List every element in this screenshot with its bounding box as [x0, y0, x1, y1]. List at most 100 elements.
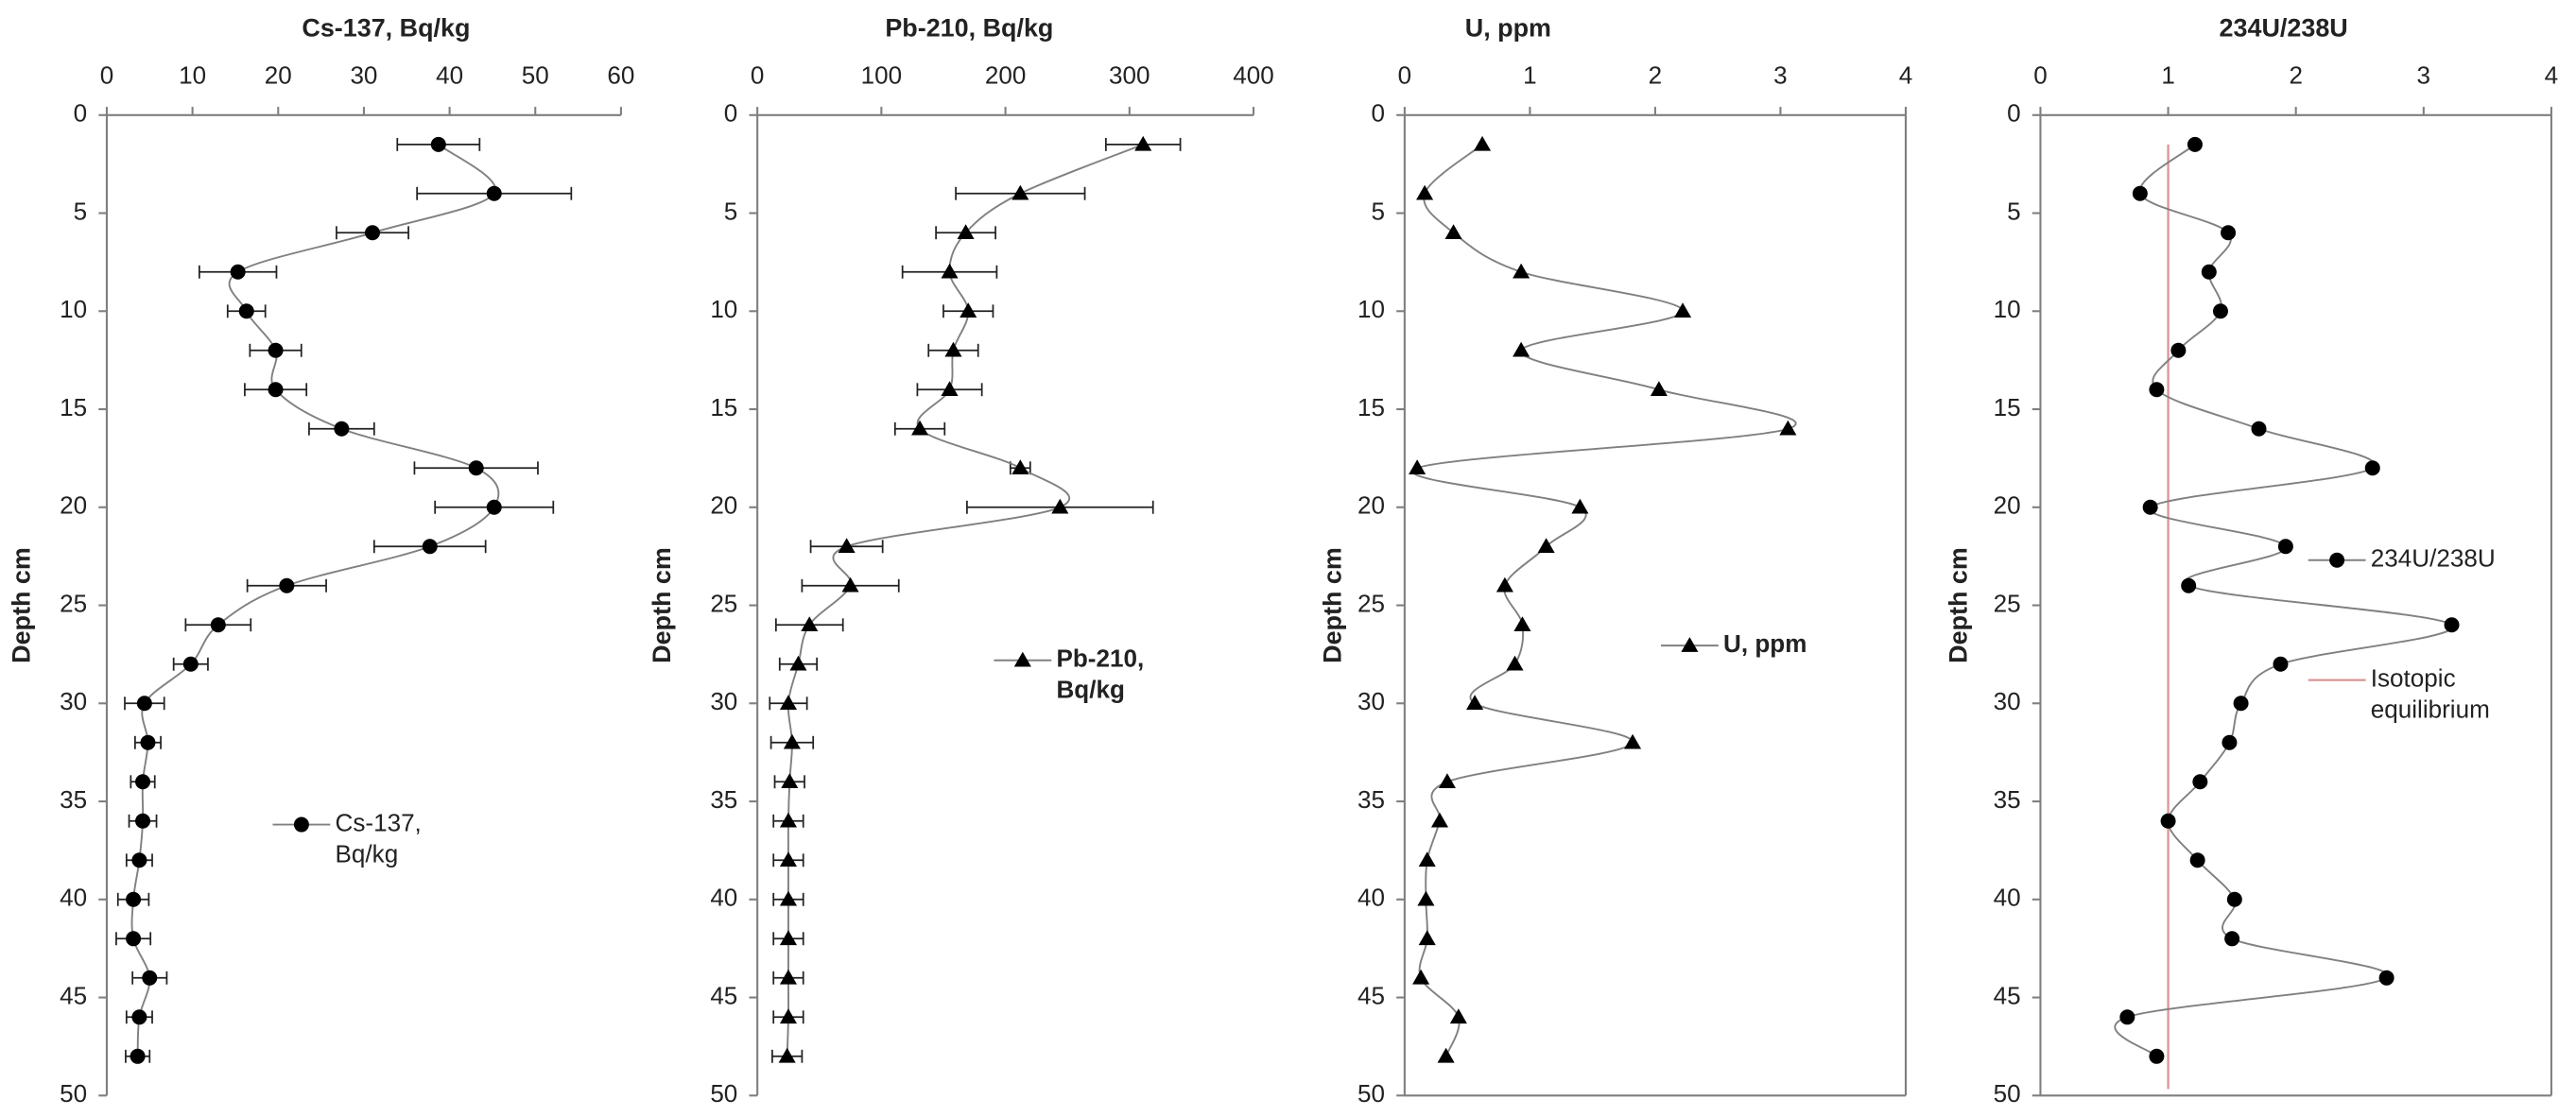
- y-tick-label: 45: [1357, 981, 1385, 1009]
- data-point: [2212, 303, 2228, 319]
- x-tick-label: 100: [861, 61, 902, 90]
- x-tick-label: 400: [1233, 61, 1273, 90]
- chart-title: U, ppm: [1465, 14, 1551, 43]
- data-point: [2187, 136, 2203, 152]
- chart-title: Cs-137, Bq/kg: [302, 14, 470, 43]
- y-tick-label: 40: [1994, 884, 2021, 912]
- data-point: [1674, 302, 1692, 318]
- legend-label-box: Pb-210, Bq/kg: [1056, 645, 1145, 705]
- data-point: [1444, 224, 1462, 240]
- y-tick-label: 35: [1357, 785, 1385, 814]
- data-point: [1438, 773, 1456, 789]
- y-tick-label: 0: [2007, 99, 2021, 128]
- data-point: [1051, 498, 1069, 514]
- x-tick-label: 3: [1773, 61, 1788, 90]
- data-point: [1474, 135, 1492, 151]
- series-line: [1411, 144, 1797, 1057]
- x-tick-label: 0: [1398, 61, 1412, 90]
- y-tick-label: 30: [60, 687, 87, 715]
- data-point: [2226, 891, 2242, 907]
- data-point: [841, 576, 859, 593]
- data-point: [1506, 655, 1524, 671]
- data-point: [140, 734, 156, 750]
- legend-label: Pb-210, Bq/kg: [1056, 645, 1145, 705]
- data-point: [2221, 225, 2237, 241]
- data-point: [1466, 695, 1484, 711]
- data-point: [1495, 576, 1513, 593]
- y-tick-label: 0: [1372, 99, 1386, 128]
- data-point: [1449, 1008, 1467, 1024]
- x-tick-label: 2: [2289, 61, 2303, 90]
- data-point: [2170, 342, 2187, 358]
- y-tick-label: 50: [60, 1079, 87, 1108]
- y-tick-label: 20: [710, 491, 737, 520]
- series-line: [130, 144, 500, 1057]
- y-tick-label: 30: [1994, 687, 2021, 715]
- data-point: [2132, 185, 2148, 201]
- data-point: [911, 420, 929, 436]
- data-point: [136, 696, 152, 712]
- data-point: [1416, 184, 1434, 200]
- x-tick-label: 0: [2033, 61, 2048, 90]
- data-point: [1418, 930, 1436, 946]
- y-tick-label: 25: [710, 589, 737, 617]
- y-tick-label: 35: [60, 785, 87, 814]
- data-point: [126, 891, 142, 907]
- data-point: [779, 890, 798, 906]
- y-tick-label: 5: [74, 197, 88, 225]
- y-tick-label: 15: [1357, 393, 1385, 421]
- y-tick-label: 15: [1994, 393, 2021, 421]
- legend-label-box: 234U/238U: [2371, 545, 2496, 574]
- data-point: [2233, 696, 2249, 712]
- x-tick-label: 20: [265, 61, 292, 90]
- x-tick-label: 4: [1899, 61, 1913, 90]
- y-tick-label: 25: [1357, 589, 1385, 617]
- x-tick-label: 10: [179, 61, 206, 90]
- data-point: [2378, 970, 2394, 986]
- x-tick-label: 0: [751, 61, 765, 90]
- y-tick-label: 5: [724, 197, 738, 225]
- data-point: [2273, 656, 2289, 672]
- data-point: [1537, 538, 1555, 554]
- data-point: [779, 812, 798, 828]
- series-line: [786, 144, 1144, 1057]
- data-point: [131, 1009, 147, 1025]
- data-point: [1437, 1047, 1455, 1063]
- y-axis-label: Depth cm: [1944, 547, 1972, 663]
- data-point: [238, 303, 254, 319]
- x-tick-label: 0: [100, 61, 114, 90]
- legend-label: Cs-137, Bq/kg: [335, 809, 422, 869]
- y-tick-label: 10: [1994, 295, 2021, 323]
- data-point: [182, 656, 199, 672]
- y-tick-label: 20: [1357, 491, 1385, 520]
- y-tick-label: 50: [1357, 1079, 1385, 1108]
- x-tick-label: 50: [522, 61, 549, 90]
- data-point: [2181, 577, 2197, 593]
- data-point: [486, 185, 502, 201]
- data-point: [1513, 616, 1531, 632]
- data-point: [2142, 499, 2158, 515]
- y-tick-label: 10: [1357, 295, 1385, 323]
- data-point: [334, 421, 350, 437]
- data-point: [1011, 459, 1029, 475]
- y-tick-label: 20: [60, 491, 87, 520]
- data-point: [1430, 812, 1449, 828]
- data-point: [2222, 734, 2238, 750]
- y-tick-label: 40: [1357, 884, 1385, 912]
- data-point: [135, 813, 151, 829]
- data-point: [2149, 1048, 2165, 1064]
- data-point: [2224, 931, 2240, 947]
- data-point: [268, 382, 284, 398]
- x-tick-label: 2: [1649, 61, 1663, 90]
- data-point: [2364, 460, 2380, 476]
- y-tick-label: 15: [710, 393, 737, 421]
- data-point: [2251, 421, 2267, 437]
- data-point: [430, 136, 446, 152]
- data-point: [789, 655, 807, 671]
- data-point: [2189, 852, 2205, 868]
- data-point: [779, 1008, 798, 1024]
- y-tick-label: 45: [710, 981, 737, 1009]
- legend-marker: [1013, 651, 1031, 667]
- x-tick-label: 4: [2545, 61, 2559, 90]
